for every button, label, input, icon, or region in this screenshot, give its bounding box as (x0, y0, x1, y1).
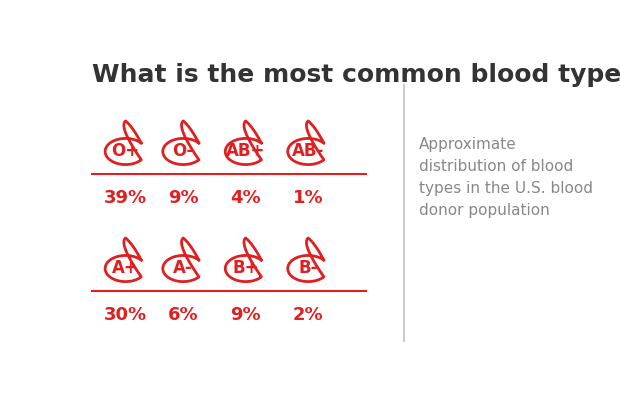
Text: 30%: 30% (104, 306, 147, 324)
Text: Approximate
distribution of blood
types in the U.S. blood
donor population: Approximate distribution of blood types … (418, 136, 593, 218)
Text: A+: A+ (112, 259, 139, 277)
Text: 9%: 9% (168, 189, 198, 207)
Text: B-: B- (298, 259, 318, 277)
Text: O+: O+ (112, 142, 140, 160)
Text: 1%: 1% (293, 189, 324, 207)
Text: AB+: AB+ (226, 142, 265, 160)
Text: B+: B+ (232, 259, 259, 277)
Text: 4%: 4% (231, 189, 261, 207)
Text: 9%: 9% (231, 306, 261, 324)
Text: O-: O- (172, 142, 194, 160)
Text: What is the most common blood type?: What is the most common blood type? (92, 64, 620, 88)
Text: 2%: 2% (293, 306, 324, 324)
Text: A-: A- (174, 259, 193, 277)
Text: AB-: AB- (292, 142, 324, 160)
Text: 6%: 6% (168, 306, 198, 324)
Text: 39%: 39% (104, 189, 147, 207)
